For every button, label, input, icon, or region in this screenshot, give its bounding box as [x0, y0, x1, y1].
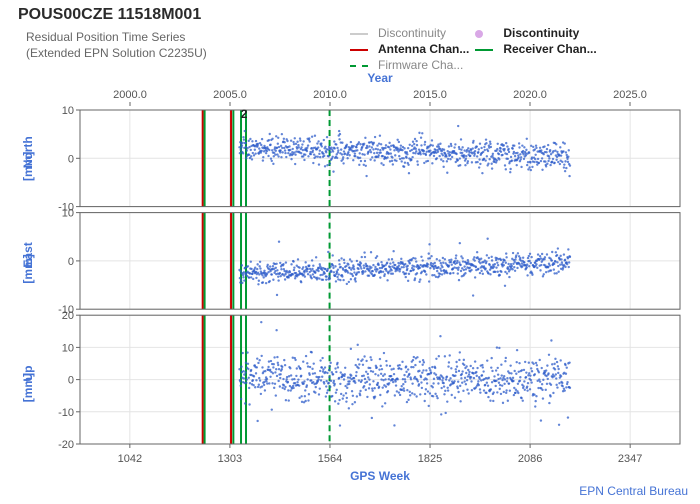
svg-text:10: 10	[62, 105, 74, 117]
svg-text:20: 20	[62, 310, 74, 322]
svg-text:1564: 1564	[318, 453, 342, 465]
svg-text:-20: -20	[58, 439, 74, 451]
svg-text:2010.0: 2010.0	[313, 89, 347, 101]
svg-text:1825: 1825	[418, 453, 442, 465]
svg-text:2347: 2347	[618, 453, 642, 465]
svg-text:Year: Year	[367, 71, 393, 85]
chart-container: { "title": "POUS00CZE 11518M001", "subti…	[0, 0, 700, 504]
plot-svg: Year 2000.0 2005.0 2010.0 2015.0 2020.0 2025.0…	[0, 0, 700, 504]
svg-text:2: 2	[241, 107, 248, 121]
svg-text:2015.0: 2015.0	[413, 89, 447, 101]
svg-text:0: 0	[68, 153, 74, 165]
svg-text:[mm]: [mm]	[21, 373, 35, 402]
svg-text:10: 10	[62, 342, 74, 354]
svg-text:2020.0: 2020.0	[513, 89, 547, 101]
svg-text:2025.0: 2025.0	[613, 89, 647, 101]
svg-text:0: 0	[68, 256, 74, 268]
svg-text:1303: 1303	[218, 453, 242, 465]
footer-credit-link[interactable]: EPN Central Bureau	[579, 484, 688, 498]
svg-text:-10: -10	[58, 407, 74, 419]
svg-text:1042: 1042	[118, 453, 142, 465]
svg-text:2000.0: 2000.0	[113, 89, 147, 101]
svg-text:2086: 2086	[518, 453, 542, 465]
svg-text:0: 0	[68, 375, 74, 387]
svg-text:[mm]: [mm]	[21, 152, 35, 181]
svg-text:GPS Week: GPS Week	[350, 469, 410, 483]
svg-text:10: 10	[62, 208, 74, 220]
svg-text:[mm]: [mm]	[21, 254, 35, 283]
svg-text:2005.0: 2005.0	[213, 89, 247, 101]
